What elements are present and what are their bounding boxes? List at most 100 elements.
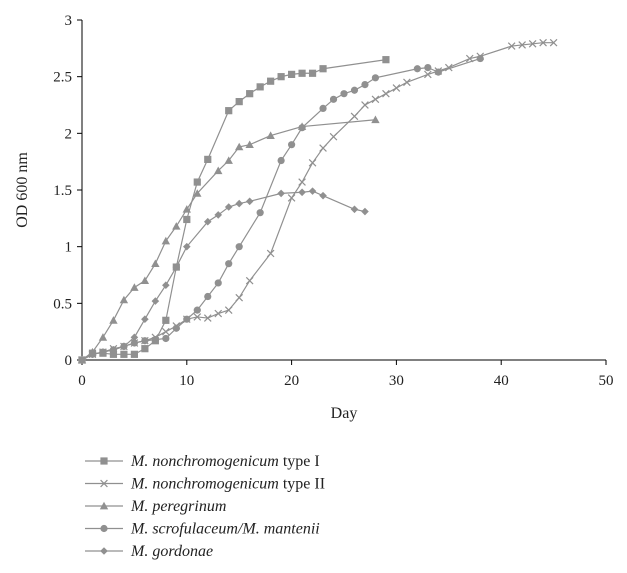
x-tick-label: 20	[284, 373, 299, 389]
legend: M. nonchromogenicum type I M. nonchromoge…	[85, 453, 325, 560]
data-point	[350, 112, 359, 121]
data-point	[413, 65, 421, 73]
data-point	[371, 95, 380, 104]
data-point	[214, 279, 222, 287]
legend-marker	[99, 501, 109, 510]
data-point	[371, 115, 380, 124]
data-point	[225, 107, 233, 115]
data-point	[225, 260, 233, 268]
data-point	[214, 309, 223, 318]
legend-label: M. peregrinum	[130, 498, 226, 515]
legend-item-3: M. peregrinum	[85, 498, 226, 515]
y-tick-label: 0	[65, 353, 73, 369]
data-point	[224, 306, 233, 314]
legend-item-4: M. scrofulaceum/M. mantenii	[85, 521, 320, 538]
data-point	[151, 336, 159, 344]
data-point	[288, 70, 296, 78]
data-point	[528, 39, 537, 48]
data-point	[204, 155, 212, 163]
series-2	[78, 38, 558, 364]
x-tick-label: 10	[179, 373, 194, 389]
data-point	[319, 144, 327, 152]
data-point	[235, 142, 244, 151]
data-point	[141, 345, 149, 353]
data-point	[298, 124, 306, 132]
y-tick-label: 2	[65, 126, 73, 142]
y-axis-label: OD 600 nm	[14, 152, 31, 228]
data-point	[204, 292, 212, 301]
legend-marker	[100, 479, 108, 488]
legend-marker	[100, 547, 108, 555]
data-point	[266, 249, 275, 258]
legend-label-species: M. gordonae	[130, 543, 213, 560]
data-point	[507, 42, 516, 50]
data-point	[277, 189, 285, 198]
series-1	[78, 56, 390, 364]
data-point	[539, 38, 547, 47]
data-point	[172, 324, 180, 332]
data-point	[403, 78, 411, 87]
x-tick-label: 30	[389, 373, 404, 389]
data-point	[340, 90, 348, 98]
data-point	[78, 356, 86, 364]
data-point	[109, 316, 118, 324]
data-point	[120, 342, 128, 351]
data-point	[434, 68, 442, 76]
legend-label-species: M. peregrinum	[130, 498, 226, 515]
legend-label: M. gordonae	[130, 543, 213, 560]
data-point	[267, 77, 275, 85]
legend-marker	[100, 524, 108, 533]
data-point	[424, 64, 432, 72]
data-point	[224, 156, 233, 164]
data-point	[140, 276, 150, 285]
data-point	[329, 95, 338, 103]
x-tick-label: 0	[78, 373, 86, 389]
data-point	[319, 191, 327, 200]
series-line	[81, 57, 481, 361]
x-tick-label: 40	[494, 373, 509, 389]
x-axis-label: Day	[331, 405, 358, 422]
data-point	[329, 132, 338, 141]
y-tick-label: 1	[65, 240, 73, 256]
data-point	[162, 334, 170, 343]
data-point	[99, 348, 107, 356]
data-point	[214, 166, 223, 175]
data-point	[319, 65, 327, 73]
data-point	[287, 194, 296, 202]
data-point	[235, 243, 243, 251]
series-line	[81, 119, 376, 361]
y-tick-label: 1.5	[53, 183, 72, 199]
series-4	[78, 54, 484, 364]
data-point	[298, 178, 306, 186]
series-line	[81, 190, 366, 361]
data-point	[350, 86, 359, 94]
data-point	[141, 315, 149, 323]
legend-item-1: M. nonchromogenicum type I	[85, 453, 320, 470]
data-point	[130, 283, 139, 291]
data-point	[518, 41, 526, 49]
data-point	[298, 69, 306, 77]
data-point	[308, 158, 317, 167]
plot-area	[77, 38, 558, 364]
data-point	[256, 209, 264, 217]
data-point	[245, 276, 254, 285]
series-line	[81, 59, 387, 361]
legend-label-suffix: type I	[279, 453, 320, 470]
axes: 00.511.522.530 10 20 30 40 50	[53, 13, 613, 389]
data-point	[246, 90, 254, 98]
data-point	[382, 89, 390, 98]
data-point	[183, 215, 191, 224]
data-point	[98, 333, 108, 341]
legend-label-suffix: type II	[279, 476, 325, 493]
data-point	[277, 156, 285, 165]
data-point	[120, 350, 128, 358]
data-point	[392, 84, 401, 92]
data-point	[235, 293, 244, 302]
legend-item-2: M. nonchromogenicum type II	[85, 476, 325, 493]
data-point	[245, 140, 254, 149]
data-point	[161, 236, 171, 245]
data-point	[109, 350, 118, 358]
data-point	[350, 205, 359, 214]
data-point	[224, 203, 233, 211]
